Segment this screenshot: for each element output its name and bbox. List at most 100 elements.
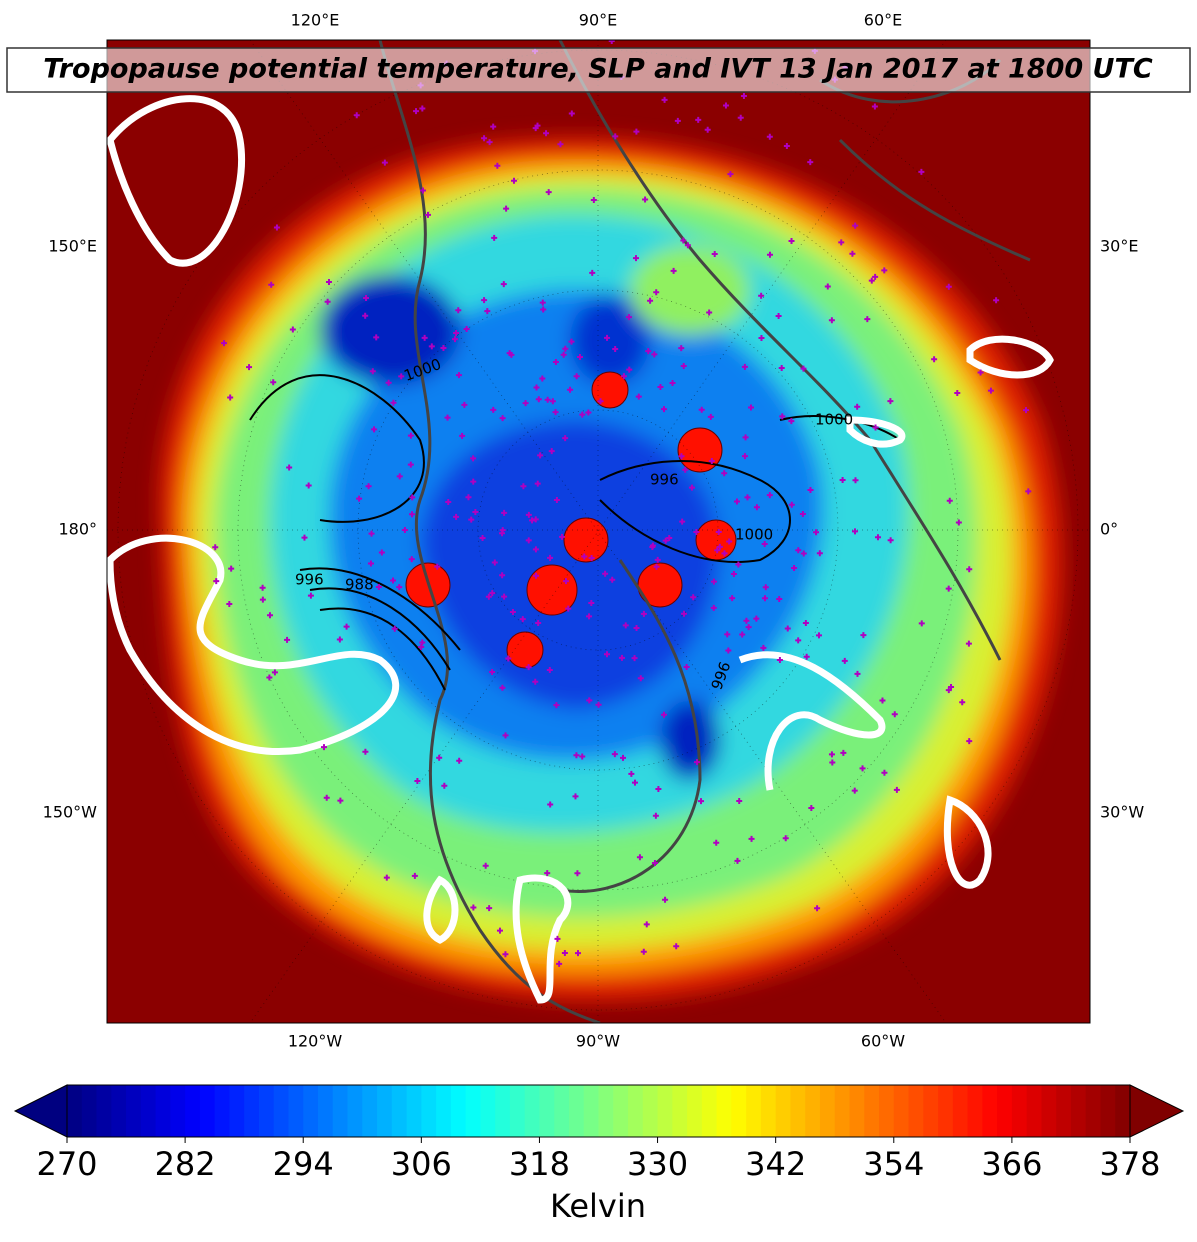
station-marker (491, 234, 498, 241)
slp-contours (249, 374, 901, 691)
colorbar-swatch (657, 1085, 673, 1137)
station-marker (742, 434, 749, 441)
station-marker (725, 647, 732, 654)
contour-label: 996 (295, 571, 324, 589)
station-marker (954, 390, 961, 397)
station-marker (721, 550, 728, 557)
station-marker (579, 411, 586, 418)
station-marker (864, 316, 871, 323)
station-marker (505, 655, 512, 662)
station-marker (220, 340, 227, 347)
lon-label: 120°W (288, 1032, 343, 1051)
station-marker (707, 413, 714, 420)
station-marker (336, 636, 343, 643)
station-marker (453, 329, 460, 336)
station-marker (673, 943, 680, 950)
colorbar-swatch (377, 1085, 393, 1137)
station-marker (684, 242, 691, 249)
station-marker (391, 625, 398, 632)
station-marker (362, 312, 369, 319)
station-marker (620, 373, 627, 380)
station-marker (337, 797, 344, 804)
station-marker (353, 112, 360, 119)
station-marker (595, 701, 602, 708)
station-marker (411, 872, 418, 879)
station-marker (579, 753, 586, 760)
station-marker (368, 530, 375, 537)
station-marker (851, 528, 858, 535)
station-marker (532, 546, 539, 553)
station-marker (931, 356, 938, 363)
station-marker (502, 951, 509, 958)
station-marker (499, 530, 506, 537)
station-marker (695, 116, 702, 123)
station-marker (854, 670, 861, 677)
station-marker (586, 613, 593, 620)
station-marker (371, 426, 378, 433)
colorbar-swatch (923, 1085, 939, 1137)
colorbar-swatch (509, 1085, 526, 1137)
station-marker (534, 480, 541, 487)
station-marker (946, 497, 953, 504)
station-marker (747, 404, 754, 411)
station-marker (441, 782, 448, 789)
station-marker (647, 297, 654, 304)
station-marker (761, 595, 768, 602)
station-marker (713, 839, 720, 846)
station-marker (948, 684, 955, 691)
station-marker (544, 870, 551, 877)
station-marker (1025, 488, 1032, 495)
colorbar-frame (66, 1084, 1131, 1138)
station-marker (470, 904, 477, 911)
station-marker (662, 896, 669, 903)
station-marker (499, 684, 506, 691)
lon-label: 150°W (43, 803, 98, 822)
station-marker (398, 373, 405, 380)
station-marker (678, 345, 685, 352)
station-marker (854, 403, 861, 410)
station-marker (710, 604, 717, 611)
station-marker (618, 654, 625, 661)
station-marker (532, 678, 539, 685)
station-marker (574, 870, 581, 877)
station-marker (301, 534, 308, 541)
station-marker (631, 655, 638, 662)
station-marker (363, 294, 370, 301)
station-marker (1023, 407, 1029, 414)
colorbar-swatch (480, 1085, 496, 1137)
lon-label: 60°E (864, 11, 902, 30)
station-marker (418, 643, 425, 650)
colorbar-swatch (1011, 1085, 1028, 1137)
station-marker (724, 631, 731, 638)
station-marker (573, 373, 580, 380)
station-marker (482, 862, 489, 869)
station-marker (726, 538, 733, 545)
station-marker (741, 363, 748, 370)
colorbar-swatch (539, 1085, 555, 1137)
station-marker (588, 600, 595, 607)
station-marker (544, 396, 551, 403)
station-marker (945, 687, 952, 694)
colorbar-extend-high (1129, 1084, 1185, 1138)
station-marker (783, 143, 790, 150)
contour-label: 988 (345, 576, 374, 594)
station-marker (557, 141, 564, 148)
station-marker (955, 519, 962, 526)
colorbar-swatch (642, 1085, 659, 1137)
station-marker (604, 334, 611, 341)
station-marker (716, 543, 723, 550)
colorbar-swatch (1115, 1085, 1131, 1137)
station-marker (649, 544, 656, 551)
station-marker (499, 572, 506, 579)
station-marker (622, 622, 629, 629)
station-marker (470, 455, 477, 462)
station-marker (633, 128, 640, 135)
station-marker (567, 386, 574, 393)
station-marker (481, 135, 488, 142)
colorbar-swatch (938, 1085, 954, 1137)
station-marker (730, 571, 737, 578)
colorbar-swatch (790, 1085, 806, 1137)
station-marker (766, 492, 773, 499)
lon-label: 30°W (1100, 803, 1144, 822)
